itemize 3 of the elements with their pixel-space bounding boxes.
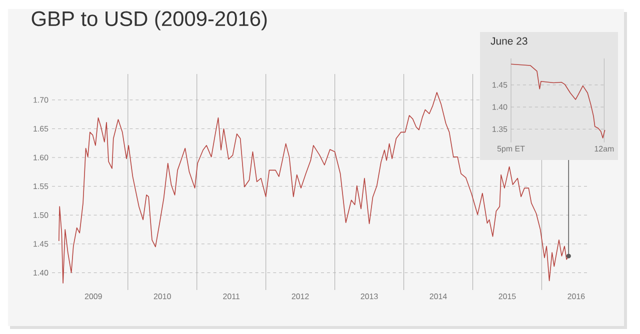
line-series xyxy=(510,64,606,138)
chart-title: June 23 xyxy=(490,37,528,45)
chart-title: GBP to USD (2009-2016) xyxy=(32,10,267,30)
